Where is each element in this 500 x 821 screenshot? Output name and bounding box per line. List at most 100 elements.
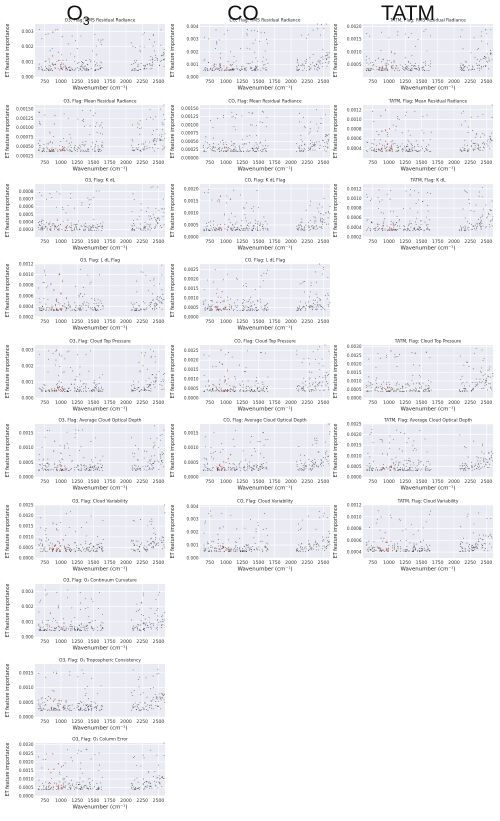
data-point [103,306,104,307]
data-point [56,709,57,710]
data-point [326,224,327,225]
data-point [302,307,303,308]
data-point [150,624,151,625]
data-point [70,511,71,512]
data-point [48,786,49,787]
data-point [228,378,229,379]
data-point [64,113,65,114]
data-point [210,120,211,121]
data-point [134,230,135,231]
data-point [164,389,165,390]
data-point [232,357,233,358]
data-point [76,390,77,391]
data-point [212,310,213,311]
data-point [234,548,235,549]
highlight-point [51,309,52,310]
data-point [314,386,315,387]
y-tick-label: 0.0020 [19,759,34,764]
data-point [68,470,69,471]
data-point [231,145,232,146]
data-point [83,781,84,782]
data-point [160,440,161,441]
data-point [322,218,323,219]
data-point [256,528,257,529]
data-point [162,122,163,123]
x-tick-label: 1750 [104,239,116,245]
data-point [47,228,48,229]
data-point [54,229,55,230]
data-point [58,710,59,711]
data-point [224,551,225,552]
data-point [95,126,96,127]
data-point [144,549,145,550]
data-point [162,776,163,777]
data-point [72,630,73,631]
x-tick-label: 2250 [136,560,148,566]
data-point [70,193,71,194]
data-point [88,371,89,372]
data-point [139,391,140,392]
data-point [148,390,149,391]
data-point [310,469,311,470]
data-point [74,61,75,62]
data-point [301,308,302,309]
data-point [309,133,310,134]
data-point [145,466,146,467]
data-point [144,66,145,67]
data-point [138,66,139,67]
data-point [313,383,314,384]
data-point [148,207,149,208]
data-point [89,551,90,552]
data-point [152,309,153,310]
data-point [77,703,78,704]
data-point [103,222,104,223]
data-point [131,788,132,789]
data-point [141,271,142,272]
data-point [59,366,60,367]
data-point [136,228,137,229]
data-point [42,702,43,703]
data-point [42,447,43,448]
data-point [208,62,209,63]
data-point [133,63,134,64]
highlight-point [219,383,220,384]
data-point [266,462,267,463]
data-point [264,309,265,310]
data-point [83,145,84,146]
y-tick-label: 0.000 [22,75,34,80]
data-point [136,291,137,292]
data-point [138,610,139,611]
data-point [78,148,79,149]
data-point [40,630,41,631]
data-point [144,310,145,311]
data-point [221,443,222,444]
data-point [131,541,132,542]
data-point [80,707,81,708]
y-tick-label: 0.003 [22,589,34,594]
data-point [308,516,309,517]
data-point [93,115,94,116]
data-point [56,592,57,593]
data-point [304,390,305,391]
data-point [264,64,265,65]
data-point [226,151,227,152]
data-point [81,66,82,67]
data-point [92,230,93,231]
data-point [299,468,300,469]
data-point [306,210,307,211]
data-point [75,551,76,552]
data-point [134,229,135,230]
data-point [59,627,60,628]
data-point [68,308,69,309]
data-point [46,788,47,789]
data-point [152,57,153,58]
x-tick-label: 750 [205,479,214,485]
data-point [266,547,267,548]
data-point [237,151,238,152]
data-point [157,298,158,299]
data-point [49,151,50,152]
data-point [156,544,157,545]
highlight-point [222,68,223,69]
data-point [207,68,208,69]
